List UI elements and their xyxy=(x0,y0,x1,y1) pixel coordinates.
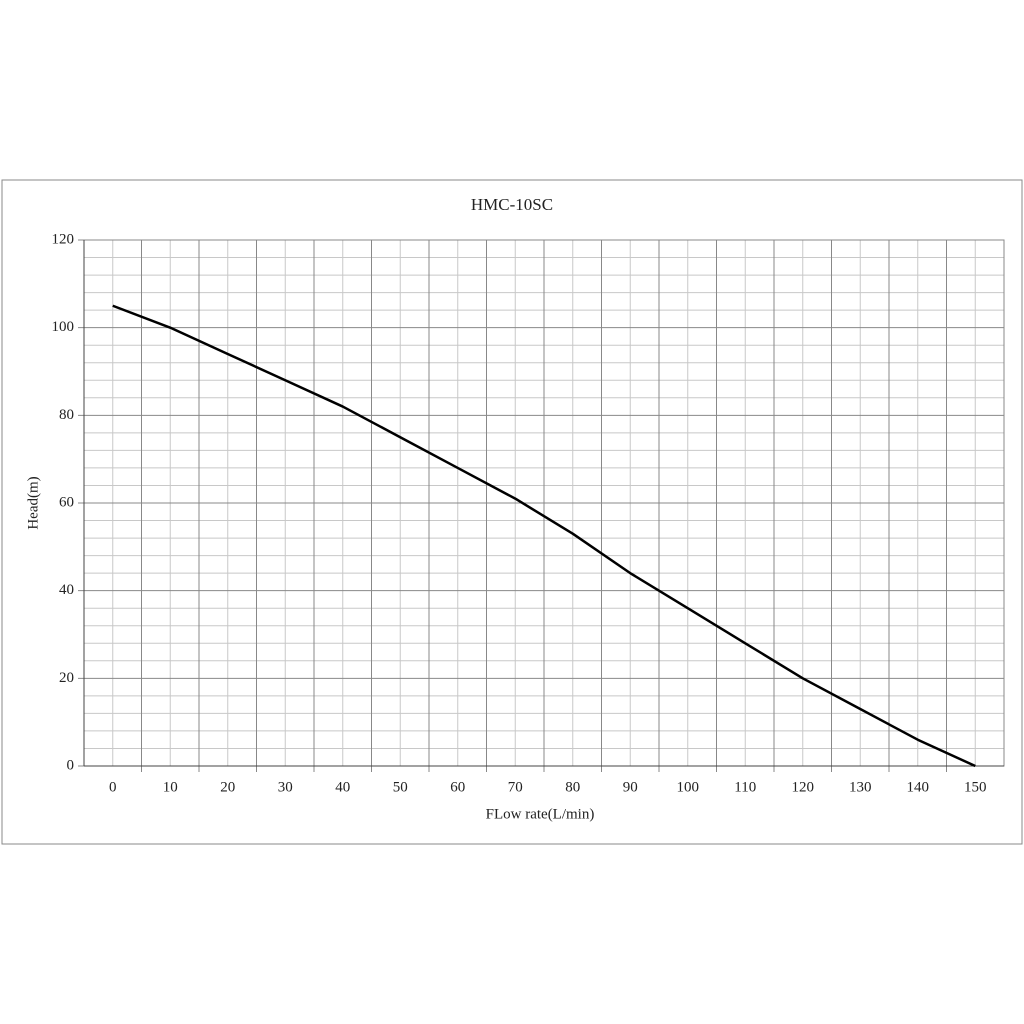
x-tick-label: 50 xyxy=(393,779,408,795)
x-tick-label: 80 xyxy=(565,779,580,795)
y-axis-label: Head(m) xyxy=(25,476,41,529)
x-tick-label: 110 xyxy=(734,779,756,795)
x-tick-label: 140 xyxy=(907,779,930,795)
y-tick-label: 60 xyxy=(59,494,74,510)
chart-title: HMC-10SC xyxy=(471,195,553,214)
x-tick-label: 130 xyxy=(849,779,872,795)
x-tick-label: 120 xyxy=(792,779,815,795)
x-tick-label: 30 xyxy=(278,779,293,795)
x-tick-label: 40 xyxy=(335,779,350,795)
x-tick-label: 100 xyxy=(677,779,700,795)
y-tick-label: 120 xyxy=(52,231,75,247)
x-tick-label: 20 xyxy=(220,779,235,795)
chart-frame xyxy=(1,179,1023,845)
x-tick-label: 60 xyxy=(450,779,465,795)
x-tick-label: 70 xyxy=(508,779,523,795)
x-tick-label: 90 xyxy=(623,779,638,795)
x-tick-label: 10 xyxy=(163,779,178,795)
x-tick-label: 0 xyxy=(109,779,117,795)
y-tick-label: 100 xyxy=(52,319,75,335)
data-line xyxy=(112,304,976,768)
y-tick-label: 0 xyxy=(67,757,75,773)
y-tick-label: 40 xyxy=(59,582,74,598)
y-tick-label: 80 xyxy=(59,407,74,423)
y-tick-label: 20 xyxy=(59,670,74,686)
x-tick-label: 150 xyxy=(964,779,987,795)
x-axis-label: FLow rate(L/min) xyxy=(486,806,595,822)
